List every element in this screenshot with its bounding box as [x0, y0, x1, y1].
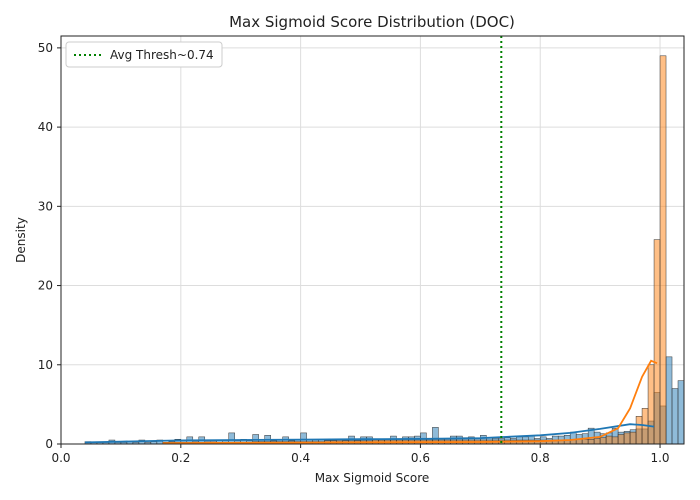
y-tick-label: 0 [45, 437, 53, 451]
histogram-bar-series-2 [599, 437, 607, 445]
y-tick-label: 20 [38, 279, 53, 293]
histogram-bar-series-1 [671, 388, 679, 445]
grid-layer [60, 36, 684, 445]
histogram-bar-series-2 [587, 438, 595, 445]
x-tick-label: 1.0 [650, 451, 669, 465]
histogram-bar-series-2 [653, 239, 661, 445]
histogram-bar-series-2 [623, 432, 631, 445]
histogram-bar-series-2 [629, 431, 637, 445]
x-tick-label: 0.8 [531, 451, 550, 465]
histogram-bar-series-1 [665, 356, 673, 445]
y-tick-label: 30 [38, 199, 53, 213]
x-tick-label: 0.4 [291, 451, 310, 465]
x-tick-label: 0.0 [51, 451, 70, 465]
legend-box [65, 41, 223, 68]
y-axis-title: Density [14, 217, 28, 263]
histogram-bar-series-2 [581, 438, 589, 445]
plot-frame [60, 35, 685, 445]
histogram-bar-series-1 [677, 380, 685, 445]
x-axis-ticks: 0.0 0.2 0.4 0.6 0.8 1.0 [51, 444, 670, 465]
histogram-bar-series-2 [659, 55, 667, 445]
bars-layer [84, 55, 685, 445]
histogram-bar-series-2 [647, 364, 655, 445]
chart-title: Max Sigmoid Score Distribution (DOC) [229, 13, 515, 31]
y-tick-label: 40 [38, 120, 53, 134]
x-axis-title: Max Sigmoid Score [315, 471, 430, 485]
y-tick-label: 50 [38, 41, 53, 55]
y-axis-ticks: 0 10 20 30 40 50 [38, 41, 61, 451]
kde-line-series-1 [84, 423, 655, 444]
y-tick-label: 10 [38, 358, 53, 372]
histogram-bar-series-2 [635, 416, 643, 445]
kde-layer [84, 359, 658, 445]
legend: Avg Thresh~0.74 [65, 41, 223, 68]
x-tick-label: 0.2 [171, 451, 190, 465]
histogram-bar-series-2 [593, 438, 601, 445]
legend-label-avg-thresh: Avg Thresh~0.74 [110, 48, 214, 62]
histogram-bar-series-2 [605, 435, 613, 445]
kde-line-series-2 [162, 359, 658, 445]
histogram-bar-series-2 [611, 436, 619, 445]
x-tick-label: 0.6 [411, 451, 430, 465]
histogram-bar-series-2 [617, 434, 625, 445]
